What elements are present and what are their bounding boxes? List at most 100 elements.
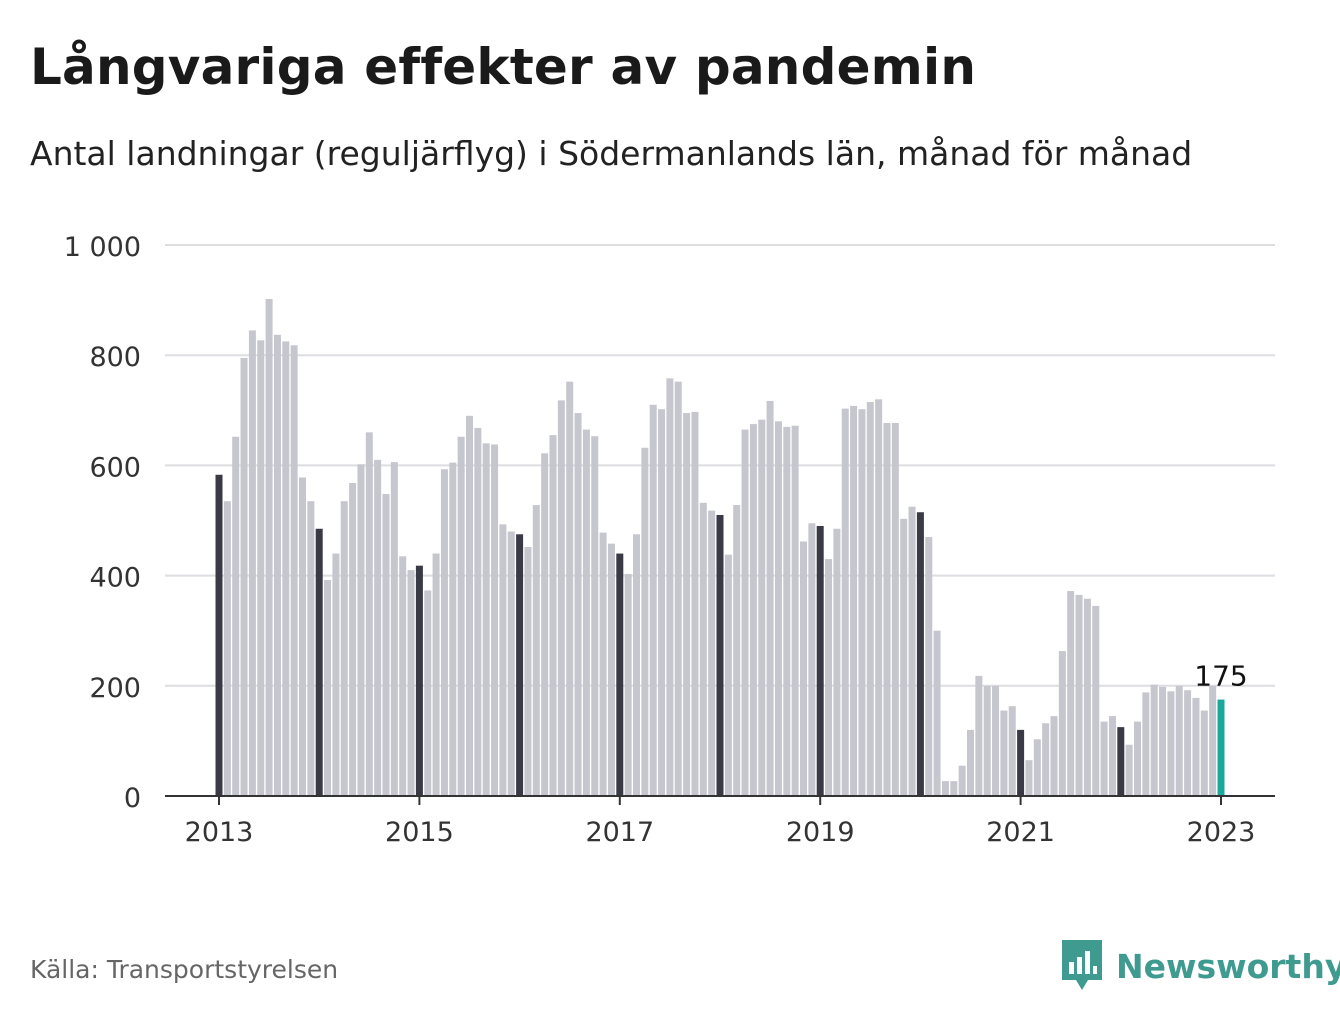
x-tick-label: 2019 [786,817,855,848]
bar [315,528,323,796]
bar [541,453,549,796]
bar [1167,691,1175,796]
bar [215,474,223,796]
bar [850,405,858,796]
y-tick-label: 1 000 [64,232,141,263]
bar [766,400,774,796]
bar [816,526,824,796]
bar [716,514,724,796]
bar [992,685,1000,796]
bar [1008,706,1016,796]
y-tick-label: 600 [89,452,141,483]
bar [975,675,983,796]
bar [633,534,640,796]
brand-name: Newsworthy [1116,946,1340,986]
bar [1050,716,1058,796]
bar [875,399,883,796]
brand-logo: Newsworthy [1062,940,1340,992]
x-tick-label: 2013 [185,817,254,848]
bar [499,524,507,796]
bar [232,436,240,796]
bar [941,781,949,796]
bar [257,340,265,796]
y-axis-labels: 0 200 400 600 800 1 000 [64,232,141,814]
bar [967,729,974,796]
bar [407,570,415,796]
x-tick-label: 2017 [585,817,654,848]
latest-value-label: 175 [1194,660,1247,693]
bar [482,443,490,796]
bar [1092,605,1100,796]
bar [324,580,332,796]
source-note: Källa: Transportstyrelsen [30,955,339,984]
chart-title: Långvariga effekter av pandemin [30,38,977,96]
bar [724,554,732,796]
bar [349,483,357,796]
bar [699,502,707,796]
bar [1200,710,1208,796]
bar [791,425,799,796]
bar [674,381,682,796]
bar [866,402,874,796]
bar [800,541,807,796]
bar [574,413,582,796]
y-tick-label: 200 [89,673,141,704]
x-axis: 2013 2015 2017 2019 2021 2023 [165,795,1275,848]
bar [908,506,916,796]
bar [783,426,791,796]
bar [273,334,281,796]
bar [1184,690,1192,796]
bar [1192,697,1200,796]
bar [591,436,599,796]
bar [1058,651,1066,796]
bar [808,523,816,796]
bar [1017,729,1025,796]
bar [666,378,674,796]
bar [1108,716,1116,796]
x-tick-label: 2015 [385,817,454,848]
bar [1067,591,1075,796]
bar [933,630,941,796]
bar [1117,727,1125,796]
bar [282,341,290,796]
x-tick-label: 2021 [986,817,1055,848]
bar [382,494,390,796]
bar [549,435,557,796]
bar [1175,685,1183,796]
bar [958,765,966,796]
bar [440,469,448,796]
bar [658,409,666,796]
bar [841,408,849,796]
bar [265,298,273,796]
bar [1083,598,1091,796]
bar [290,345,298,796]
bar [415,565,423,796]
bar [774,421,782,796]
bar [248,330,256,796]
bar [683,413,691,796]
bar [374,459,382,796]
y-tick-label: 0 [124,783,141,814]
bar [983,685,991,796]
bar [624,573,632,796]
bar [390,462,398,796]
bar [582,429,590,796]
bar [532,505,540,796]
bar [858,409,866,796]
bar [741,429,749,796]
bar [607,543,615,796]
bars [215,298,1225,796]
bar [649,404,657,796]
bar [925,537,933,796]
y-tick-label: 800 [89,342,141,373]
bar [340,501,348,796]
bar [641,447,649,796]
bar [566,381,574,796]
bar [833,528,841,796]
bar [424,590,432,796]
bar [1075,594,1083,796]
bar [1125,744,1133,796]
bar [1142,692,1150,796]
bar [616,553,624,796]
